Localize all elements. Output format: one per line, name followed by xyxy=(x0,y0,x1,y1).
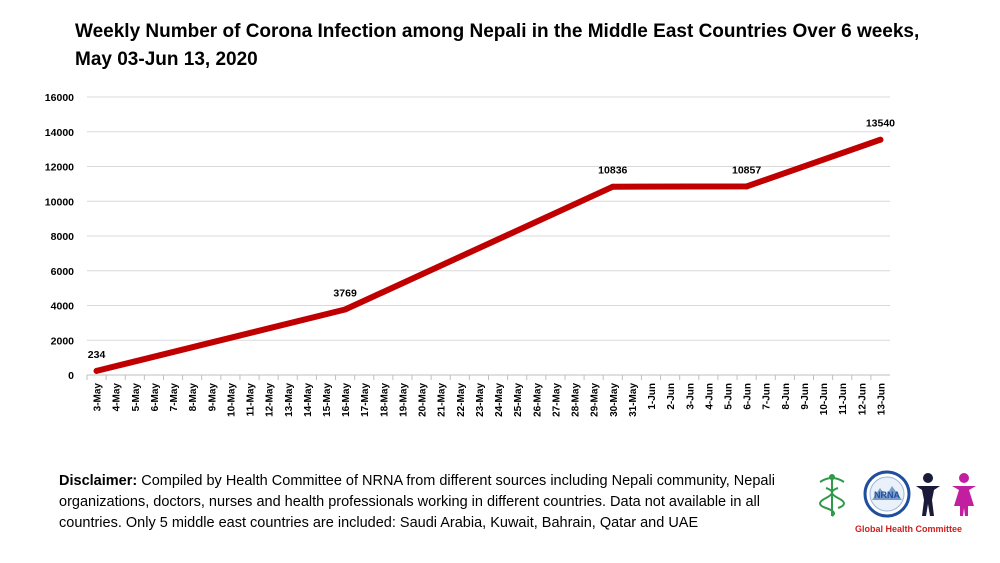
data-label: 13540 xyxy=(866,118,895,130)
data-point xyxy=(609,183,616,190)
y-tick-label: 4000 xyxy=(51,301,75,313)
x-tick-label: 12-Jun xyxy=(857,383,868,415)
x-tick-label: 31-May xyxy=(628,383,639,417)
x-tick-label: 9-Jun xyxy=(800,383,811,410)
man-figure-icon xyxy=(916,473,940,516)
y-tick-label: 10000 xyxy=(45,196,74,208)
y-tick-label: 8000 xyxy=(51,231,75,243)
x-tick-label: 21-May xyxy=(437,383,448,417)
y-tick-label: 16000 xyxy=(45,92,74,104)
chart-title-line2: May 03-Jun 13, 2020 xyxy=(75,49,258,70)
data-label: 3769 xyxy=(333,288,357,300)
logo-caption: Global Health Committee xyxy=(855,524,963,534)
chart-title-line1: Weekly Number of Corona Infection among … xyxy=(75,21,920,42)
x-tick-label: 1-Jun xyxy=(647,383,658,410)
y-tick-label: 2000 xyxy=(51,335,75,347)
x-tick-label: 16-May xyxy=(341,383,352,417)
x-tick-label: 29-May xyxy=(590,383,601,417)
series-group xyxy=(93,136,884,374)
x-tick-label: 22-May xyxy=(456,383,467,417)
x-tick-label: 4-May xyxy=(112,383,123,412)
x-tick-label: 5-May xyxy=(131,383,142,412)
x-tick-label: 8-Jun xyxy=(781,383,792,410)
x-tick-label: 30-May xyxy=(609,383,620,417)
data-label: 10857 xyxy=(732,164,761,176)
x-tick-label: 12-May xyxy=(265,383,276,417)
x-tick-label: 9-May xyxy=(207,383,218,412)
y-tick-label: 14000 xyxy=(45,127,74,139)
data-label: 10836 xyxy=(598,165,627,177)
x-tick-label: 15-May xyxy=(322,383,333,417)
x-tick-label: 8-May xyxy=(188,383,199,412)
x-tick-label: 23-May xyxy=(475,383,486,417)
x-tick-label: 7-Jun xyxy=(762,383,773,410)
y-tick-label: 6000 xyxy=(51,266,75,278)
x-tick-label: 11-May xyxy=(246,383,257,417)
x-tick-label: 10-Jun xyxy=(819,383,830,415)
x-tick-label: 11-Jun xyxy=(838,383,849,415)
y-axis-ticks: 0 2000 4000 6000 8000 10000 12000 14000 16000 xyxy=(45,92,74,382)
x-tick-label: 14-May xyxy=(303,383,314,417)
x-tick-label: 7-May xyxy=(169,383,180,412)
data-point xyxy=(877,136,884,143)
y-tick-label: 0 xyxy=(68,370,74,382)
x-tick-label: 26-May xyxy=(532,383,543,417)
x-tick-label: 13-Jun xyxy=(876,383,887,415)
nrna-logo: NRNA xyxy=(819,470,976,518)
x-tick-label: 6-Jun xyxy=(743,383,754,410)
data-point xyxy=(743,183,750,190)
x-tick-label: 25-May xyxy=(513,383,524,417)
x-tick-label: 6-May xyxy=(150,383,161,412)
caduceus-icon xyxy=(819,474,845,517)
x-tick-label: 17-May xyxy=(360,383,371,417)
x-tick-label: 28-May xyxy=(571,383,582,417)
x-tick-label: 5-Jun xyxy=(723,383,734,410)
x-tick-label: 27-May xyxy=(551,383,562,417)
x-tick-label: 20-May xyxy=(418,383,429,417)
line-chart: 0 2000 4000 6000 8000 10000 12000 14000 16000 3-… xyxy=(45,92,895,417)
gridlines xyxy=(87,96,890,341)
nrna-badge-icon: NRNA xyxy=(863,470,911,518)
x-tick-label: 10-May xyxy=(226,383,237,417)
chart-title: Weekly Number of Corona Infection among … xyxy=(75,18,975,74)
nrna-badge-text: NRNA xyxy=(874,490,900,500)
disclaimer: Disclaimer: Compiled by Health Committee… xyxy=(59,471,804,534)
data-point xyxy=(342,306,349,313)
y-tick-label: 12000 xyxy=(45,162,74,174)
data-label: 234 xyxy=(88,349,106,361)
x-tick-label: 24-May xyxy=(494,383,505,417)
data-point xyxy=(93,367,100,374)
x-tick-label: 18-May xyxy=(379,383,390,417)
x-tick-label: 3-May xyxy=(93,383,104,412)
x-tick-label: 4-Jun xyxy=(704,383,715,410)
x-tick-label: 3-Jun xyxy=(685,383,696,410)
data-labels: 234 3769 10836 10857 13540 xyxy=(88,118,895,361)
x-tick-label: 2-Jun xyxy=(666,383,677,410)
x-tick-label: 13-May xyxy=(284,383,295,417)
x-axis: 3-May 4-May 5-May 6-May 7-May 8-May 9-May 10-Ma… xyxy=(86,374,890,417)
x-tick-label: 19-May xyxy=(398,383,409,417)
disclaimer-heading: Disclaimer: xyxy=(59,473,138,489)
series-line xyxy=(93,136,884,374)
disclaimer-text: Compiled by Health Committee of NRNA fro… xyxy=(59,473,775,531)
woman-figure-icon xyxy=(952,473,976,516)
